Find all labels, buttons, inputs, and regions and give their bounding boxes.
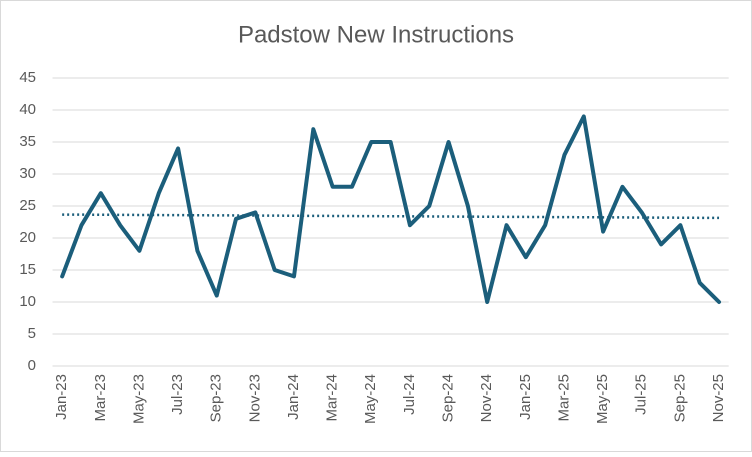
- y-tick-label: 5: [28, 325, 36, 342]
- x-tick-label: Jul-23: [169, 374, 186, 415]
- x-tick-label: Jan-24: [285, 374, 302, 420]
- x-tick-label: Nov-24: [478, 374, 495, 422]
- x-tick-label: Nov-23: [246, 374, 263, 422]
- y-tick-label: 40: [19, 101, 36, 118]
- x-tick-label: May-23: [130, 374, 147, 424]
- y-tick-label: 25: [19, 197, 36, 214]
- y-tick-label: 20: [19, 229, 36, 246]
- x-tick-label: Sep-25: [671, 374, 688, 422]
- x-tick-label: May-25: [594, 374, 611, 424]
- data-line: [60, 114, 722, 304]
- x-tick-label: Sep-24: [440, 374, 457, 422]
- y-tick-label: 15: [19, 261, 36, 278]
- y-tick-label: 0: [28, 357, 36, 374]
- x-tick-label: May-24: [362, 374, 379, 424]
- x-tick-label: Jul-25: [633, 374, 650, 415]
- x-tick-label: Mar-24: [324, 374, 341, 422]
- y-tick-label: 10: [19, 293, 36, 310]
- x-tick-label: Mar-23: [92, 374, 109, 422]
- x-tick-label: Jan-23: [53, 374, 70, 420]
- x-tick-label: Mar-25: [555, 374, 572, 422]
- y-tick-label: 35: [19, 133, 36, 150]
- chart-title: Padstow New Instructions: [238, 21, 514, 48]
- x-tick-label: Nov-25: [710, 374, 727, 422]
- x-tick-label: Jan-25: [517, 374, 534, 420]
- y-tick-label: 30: [19, 165, 36, 182]
- y-tick-label: 45: [19, 69, 36, 86]
- x-tick-label: Sep-23: [208, 374, 225, 422]
- x-tick-label: Jul-24: [401, 374, 418, 415]
